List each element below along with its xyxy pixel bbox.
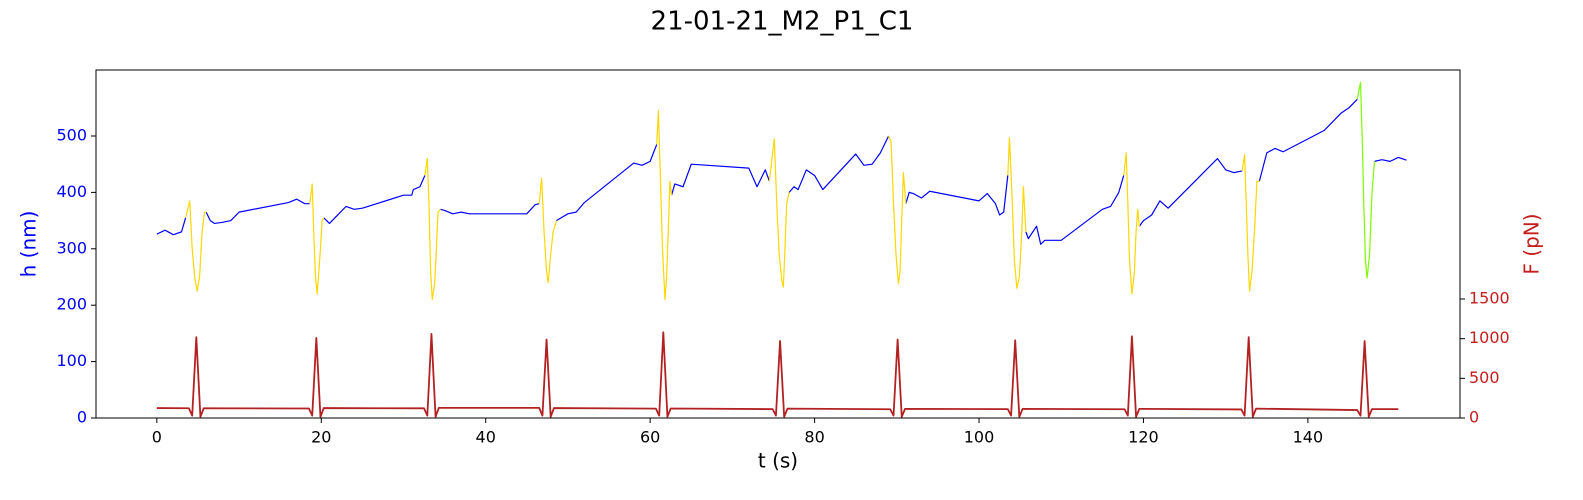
- data-line: [185, 110, 1260, 301]
- y-tick-label: 400: [56, 182, 87, 201]
- x-tick-label: 60: [640, 428, 660, 447]
- data-line: [156, 98, 1407, 245]
- data-line: [1356, 81, 1376, 279]
- y-tick-label: 200: [56, 295, 87, 314]
- x-tick-label: 80: [804, 428, 824, 447]
- y2-tick-label: 500: [1469, 368, 1500, 387]
- x-tick-label: 140: [1293, 428, 1324, 447]
- x-tick-label: 0: [152, 428, 162, 447]
- data-line: [156, 331, 1399, 418]
- y2-tick-label: 1000: [1469, 328, 1510, 347]
- y-axis-label: h (nm): [17, 211, 41, 278]
- y-tick-label: 0: [77, 408, 87, 427]
- x-tick-label: 100: [964, 428, 995, 447]
- y2-axis-label: F (pN): [1520, 213, 1544, 274]
- plot-frame: [95, 69, 1461, 419]
- chart-title: 21-01-21_M2_P1_C1: [651, 7, 914, 37]
- y2-tick-label: 0: [1469, 408, 1479, 427]
- y-tick-label: 500: [56, 125, 87, 144]
- y2-tick-label: 1500: [1469, 289, 1510, 308]
- x-tick-label: 20: [311, 428, 331, 447]
- y-tick-label: 100: [56, 351, 87, 370]
- y-tick-label: 300: [56, 238, 87, 257]
- x-tick-label: 120: [1128, 428, 1159, 447]
- x-tick-label: 40: [476, 428, 496, 447]
- x-axis-label: t (s): [758, 449, 798, 473]
